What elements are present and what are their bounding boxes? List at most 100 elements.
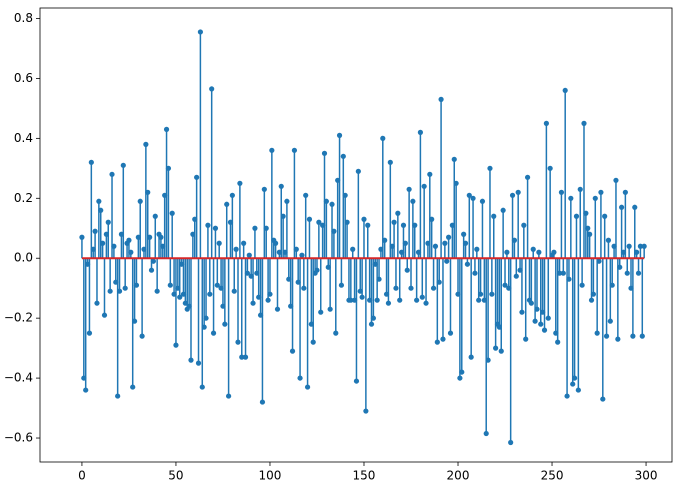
stem-marker: [158, 234, 164, 240]
stem-marker: [517, 267, 523, 273]
stem-marker: [163, 126, 170, 132]
stem-marker: [282, 249, 288, 255]
stem-marker: [241, 240, 247, 246]
stem-marker: [383, 291, 390, 297]
stem-marker: [318, 309, 324, 315]
x-tick-label: 200: [447, 469, 470, 483]
stem-marker: [496, 324, 502, 330]
stem-marker: [280, 213, 286, 219]
stem-marker: [126, 237, 132, 243]
stem-marker: [239, 354, 245, 360]
stem-marker: [175, 285, 181, 291]
stem-marker: [222, 321, 228, 327]
stem-marker: [573, 213, 580, 219]
stem-marker: [197, 29, 203, 35]
stem-marker: [169, 210, 175, 216]
stem-marker: [380, 135, 386, 141]
stem-marker: [227, 219, 234, 225]
stem-marker: [485, 357, 491, 363]
stem-marker: [430, 285, 437, 291]
stem-marker: [513, 273, 519, 279]
stem-marker: [596, 258, 602, 264]
stem-marker: [297, 375, 303, 381]
y-tick-label: 0.4: [14, 131, 33, 145]
stem-marker: [637, 243, 644, 249]
stem-marker: [94, 300, 100, 306]
stem-marker: [440, 336, 446, 342]
stem-marker: [506, 285, 512, 291]
x-tick-label: 150: [353, 469, 376, 483]
stem-marker: [267, 291, 273, 297]
stem-marker: [216, 240, 222, 246]
stem-marker: [162, 192, 168, 198]
stem-marker: [372, 261, 378, 267]
stem-marker: [186, 303, 192, 309]
stem-marker: [116, 288, 123, 294]
stem-marker: [624, 270, 630, 276]
stem-marker: [79, 234, 85, 240]
stem-marker: [600, 396, 606, 402]
stem-marker: [444, 258, 450, 264]
stem-marker: [481, 297, 487, 303]
stem-marker: [105, 219, 111, 225]
stem-marker: [278, 183, 284, 189]
stem-marker: [342, 192, 348, 198]
stem-marker: [389, 243, 395, 249]
stem-marker: [100, 240, 106, 246]
stem-marker: [592, 195, 598, 201]
stem-marker: [555, 339, 561, 345]
stem-marker: [350, 246, 356, 252]
stem-marker: [611, 243, 617, 249]
stem-marker: [92, 228, 98, 234]
stem-marker: [308, 321, 314, 327]
stem-marker: [425, 240, 431, 246]
stem-marker: [570, 381, 576, 387]
stem-marker: [476, 297, 482, 303]
stem-marker: [143, 141, 149, 147]
stem-marker: [500, 207, 506, 213]
stem-marker: [615, 336, 621, 342]
stem-marker: [101, 312, 108, 318]
stem-marker: [235, 339, 241, 345]
stem-marker: [536, 249, 542, 255]
stem-marker: [231, 288, 237, 294]
stem-marker: [412, 222, 418, 228]
stem-marker: [321, 150, 328, 156]
stem-marker: [509, 192, 516, 198]
stem-marker: [139, 333, 145, 339]
stem-marker: [273, 240, 279, 246]
stem-marker: [639, 333, 645, 339]
stem-marker: [340, 153, 346, 159]
stem-marker: [508, 439, 514, 446]
stem-marker: [470, 195, 476, 201]
stem-marker: [524, 174, 531, 180]
stem-marker: [635, 270, 642, 276]
stem-marker: [96, 198, 102, 204]
stem-marker: [543, 120, 549, 126]
stem-marker: [83, 387, 89, 393]
stem-marker: [327, 306, 333, 312]
stem-marker: [378, 246, 384, 252]
stem-marker: [602, 213, 608, 219]
stem-marker: [523, 336, 529, 342]
stem-marker: [361, 216, 367, 222]
stem-marker: [336, 132, 343, 138]
stem-marker: [165, 165, 172, 171]
stem-marker: [120, 162, 126, 168]
stem-marker: [436, 279, 442, 285]
stem-marker: [560, 270, 566, 276]
stem-marker: [274, 306, 281, 312]
stem-marker: [489, 291, 495, 297]
stem-marker: [607, 318, 613, 324]
stem-marker: [135, 234, 141, 240]
stem-marker: [86, 330, 93, 336]
y-tick-label: −0.6: [4, 431, 33, 445]
stem-marker: [320, 222, 326, 228]
stem-marker: [81, 375, 87, 381]
stem-marker: [257, 312, 264, 318]
y-tick-label: −0.4: [4, 371, 33, 385]
x-tick-label: 300: [635, 469, 658, 483]
stem-marker: [229, 192, 235, 198]
stem-marker: [84, 261, 91, 267]
stem-marker: [154, 288, 160, 294]
